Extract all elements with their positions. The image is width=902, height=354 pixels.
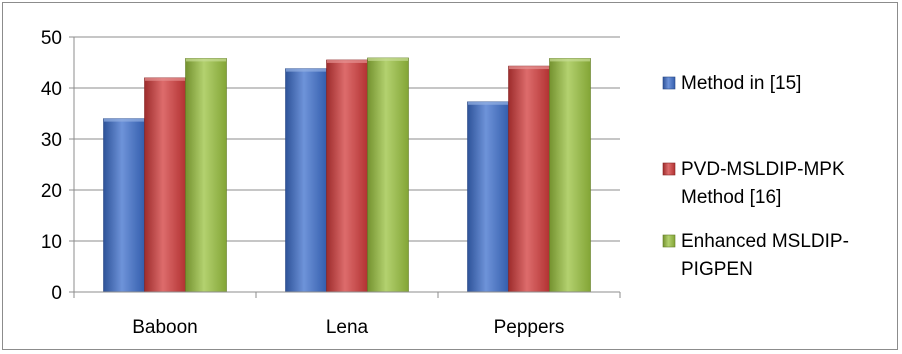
bar-peppers-series-1 <box>467 101 509 293</box>
x-tick-label: Lena <box>326 317 369 338</box>
bar-top-highlight <box>104 118 144 122</box>
y-tick-label: 30 <box>41 130 62 151</box>
legend-label-2: Method [16] <box>681 187 781 208</box>
bar-top-highlight <box>327 59 367 63</box>
bars <box>103 57 591 293</box>
bar-peppers-series-3 <box>549 58 591 293</box>
y-tick-label: 40 <box>41 79 62 100</box>
legend-swatch-2 <box>662 162 676 176</box>
y-tick-label: 10 <box>41 232 62 253</box>
legend: Method in [15] PVD-MSLDIP-MPK Method [16] E… <box>662 73 849 280</box>
bar-top-highlight <box>550 58 590 62</box>
x-tick-label: Peppers <box>494 317 565 338</box>
bar-baboon-series-2 <box>144 77 186 293</box>
bar-top-highlight <box>145 77 185 81</box>
y-tick-label: 50 <box>41 28 62 49</box>
bar-lena-series-1 <box>285 68 327 293</box>
legend-swatch-1 <box>662 76 676 90</box>
legend-label-1: Method in [15] <box>681 73 801 94</box>
bar-baboon-series-3 <box>185 58 227 293</box>
bar-baboon-series-1 <box>103 118 145 293</box>
legend-label-3: PIGPEN <box>681 259 753 280</box>
y-tick-label: 0 <box>51 283 62 304</box>
bar-top-highlight <box>509 66 549 70</box>
y-tick-label: 20 <box>41 181 62 202</box>
bar-top-highlight <box>468 101 508 105</box>
legend-swatch-3 <box>662 234 676 248</box>
x-tick-label: Baboon <box>132 317 198 338</box>
legend-label-2: PVD-MSLDIP-MPK <box>681 159 845 180</box>
legend-label-3: Enhanced MSLDIP- <box>681 231 849 252</box>
bar-top-highlight <box>186 58 226 62</box>
bar-top-highlight <box>286 68 326 72</box>
bar-top-highlight <box>368 57 408 61</box>
axes: 0 10 20 30 40 50 Baboon Lena Peppers <box>41 28 621 338</box>
bar-peppers-series-2 <box>508 65 550 293</box>
bar-lena-series-3 <box>367 57 409 293</box>
bar-lena-series-2 <box>326 59 368 293</box>
